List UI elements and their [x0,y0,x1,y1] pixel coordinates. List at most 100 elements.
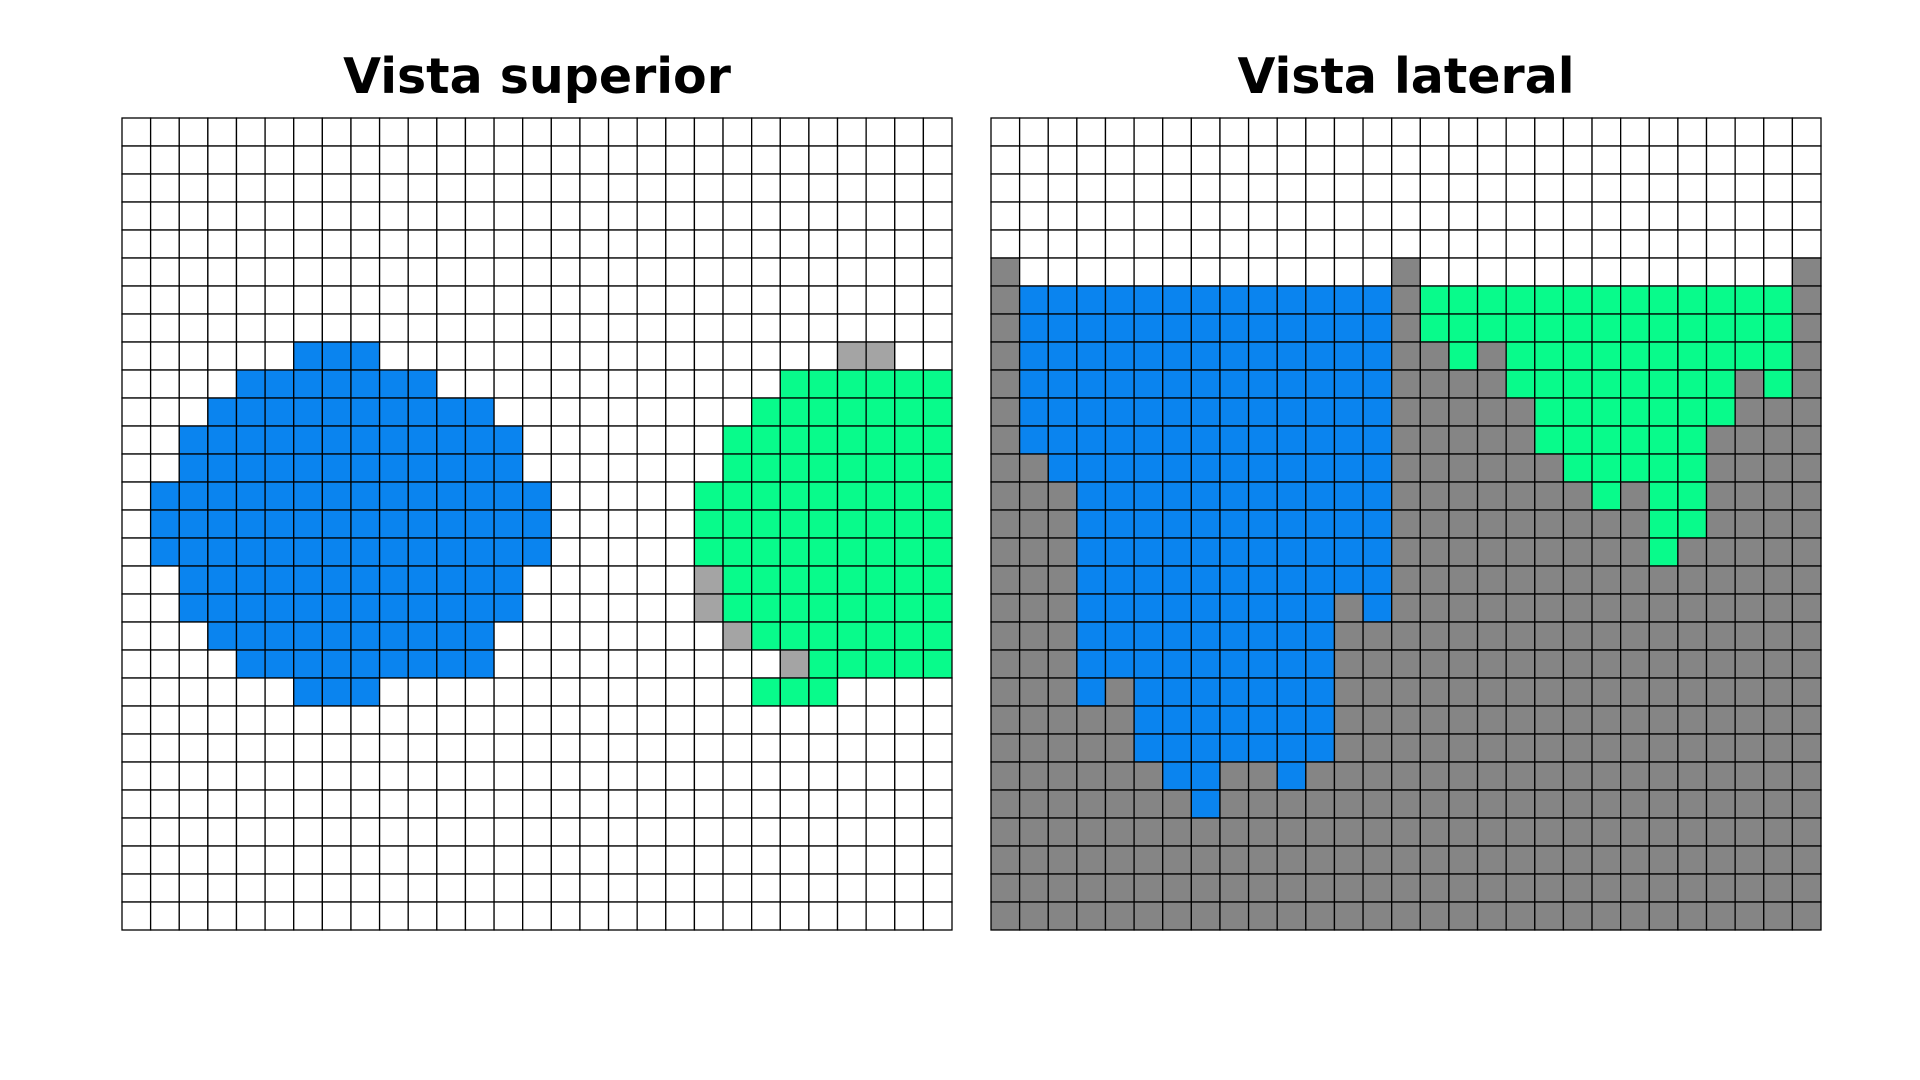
top-view-cell-blue [321,369,352,399]
side-view-cell-gray_dark [1505,509,1536,539]
top-view-cell-blue [350,369,381,399]
side-view-cell-empty [1391,229,1421,259]
side-view-cell-empty [990,117,1021,147]
top-view-cell-empty [550,817,581,847]
side-view-cell-gray_dark [1476,341,1507,371]
side-view-cell-gray_dark [1162,845,1192,875]
side-view-cell-gray_dark [1677,593,1708,623]
top-view-cell-empty [865,845,896,875]
side-view-cell-empty [1162,117,1192,147]
top-view-cell-green [894,649,925,679]
side-view-cell-gray_dark [1219,873,1250,903]
top-view-cell-empty [550,761,581,791]
top-view-cell-empty [836,789,867,819]
top-view-cell-empty [665,145,696,175]
top-view-cell-empty [722,285,753,315]
top-view-cell-empty [207,117,238,147]
top-view-cell-empty [779,173,810,203]
side-view-cell-green [1562,341,1593,371]
top-view-cell-empty [264,229,295,259]
side-view-cell-empty [1476,117,1507,147]
top-view-cell-blue [464,593,495,623]
top-view-cell-empty [579,677,610,707]
top-view-cell-empty [636,705,667,735]
top-view-cell-empty [665,817,696,847]
side-view-cell-gray_dark [990,817,1021,847]
top-view-cell-empty [149,397,180,427]
top-view-cell-empty [464,845,495,875]
top-view-cell-empty [378,341,409,371]
side-view-cell-green [1591,341,1622,371]
top-view-cell-blue [378,509,409,539]
top-view-cell-empty [464,313,495,343]
top-view-cell-blue [378,453,409,483]
top-view-cell-empty [207,285,238,315]
top-view-cell-empty [522,649,552,679]
side-view-cell-gray_dark [1247,789,1278,819]
side-view-cell-gray_dark [1648,761,1679,791]
side-view-cell-gray_dark [1391,537,1421,567]
side-view-cell-gray_dark [1104,705,1135,735]
side-view-cell-gray_dark [990,873,1021,903]
side-view-cell-green [1763,369,1794,399]
side-view-cell-gray_dark [1791,481,1822,511]
side-view-cell-blue [1076,649,1107,679]
top-view-cell-green [865,397,896,427]
top-view-cell-green [808,481,839,511]
top-view-cell-blue [264,537,295,567]
top-view-cell-empty [808,901,839,931]
side-view-cell-empty [1620,229,1650,259]
side-view-cell-gray_dark [1591,817,1622,847]
top-view-cell-empty [293,201,323,231]
side-view-cell-blue [1247,285,1278,315]
side-view-cell-gray_dark [1505,453,1536,483]
side-view-cell-blue [1362,537,1393,567]
side-view-cell-blue [1162,649,1192,679]
side-view-cell-gray_dark [990,453,1021,483]
side-view-cell-gray_dark [1791,873,1822,903]
side-view-cell-empty [1362,173,1393,203]
top-view-cell-empty [522,453,552,483]
top-view-cell-empty [836,873,867,903]
side-view-grid [990,117,1822,931]
side-view-cell-gray_dark [1648,649,1679,679]
top-view-cell-empty [636,817,667,847]
top-view-cell-blue [178,593,209,623]
top-view-cell-empty [665,425,696,455]
side-view-cell-empty [1047,117,1078,147]
side-view-cell-blue [1104,593,1135,623]
top-view-cell-green [922,593,953,623]
top-view-cell-empty [922,901,953,931]
top-view-cell-green [894,369,925,399]
top-view-cell-empty [665,733,696,763]
top-view-cell-empty [522,733,552,763]
side-view-cell-gray_dark [1476,761,1507,791]
side-view-cell-green [1677,509,1708,539]
top-view-cell-empty [121,173,152,203]
side-view-cell-empty [1362,257,1393,287]
side-view-cell-gray_dark [1620,481,1650,511]
side-view-cell-gray_dark [1047,873,1078,903]
side-view-cell-gray_dark [1791,761,1822,791]
top-view-cell-blue [235,369,266,399]
top-view-cell-empty [865,677,896,707]
side-view-cell-gray_dark [1305,901,1336,931]
top-view-cell-empty [264,761,295,791]
side-view-cell-green [1505,341,1536,371]
top-view-cell-green [751,509,781,539]
top-view-cell-empty [636,173,667,203]
side-view-cell-blue [1276,313,1307,343]
top-view-cell-empty [264,705,295,735]
top-view-cell-empty [922,817,953,847]
top-view-cell-blue [207,481,238,511]
side-view-cell-gray_dark [1562,789,1593,819]
top-view-cell-empty [779,201,810,231]
top-view-cell-green [808,369,839,399]
side-view-cell-gray_dark [1591,565,1622,595]
top-view-cell-empty [493,621,524,651]
side-view-cell-gray_dark [1419,425,1450,455]
top-view-cell-green [779,369,810,399]
top-view-cell-green [836,425,867,455]
side-view-cell-gray_dark [1419,481,1450,511]
side-view-cell-gray_dark [1362,733,1393,763]
